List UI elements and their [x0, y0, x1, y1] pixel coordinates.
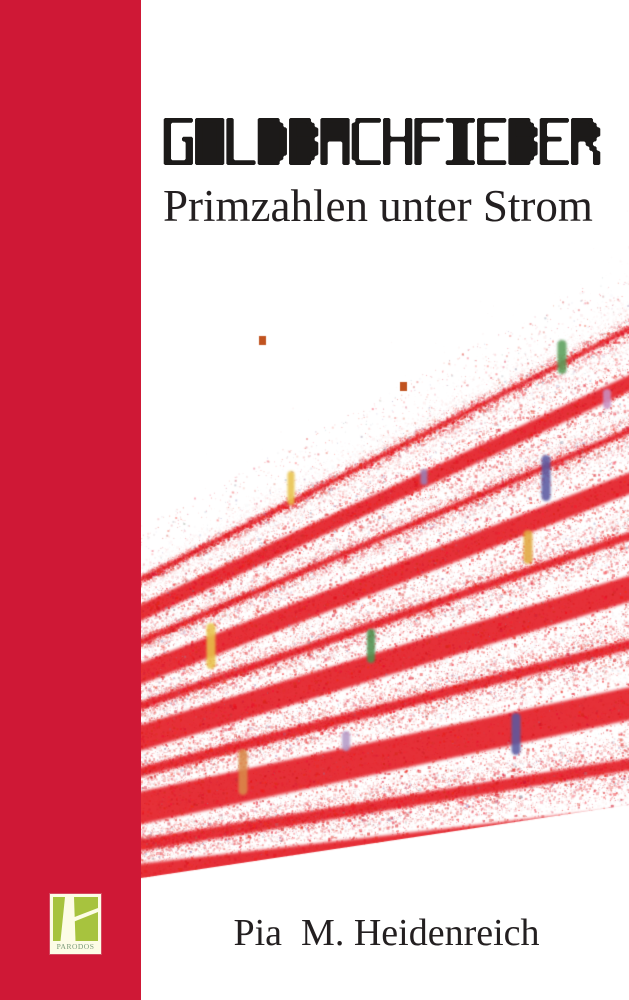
svg-text:PARODOS: PARODOS — [57, 942, 95, 951]
